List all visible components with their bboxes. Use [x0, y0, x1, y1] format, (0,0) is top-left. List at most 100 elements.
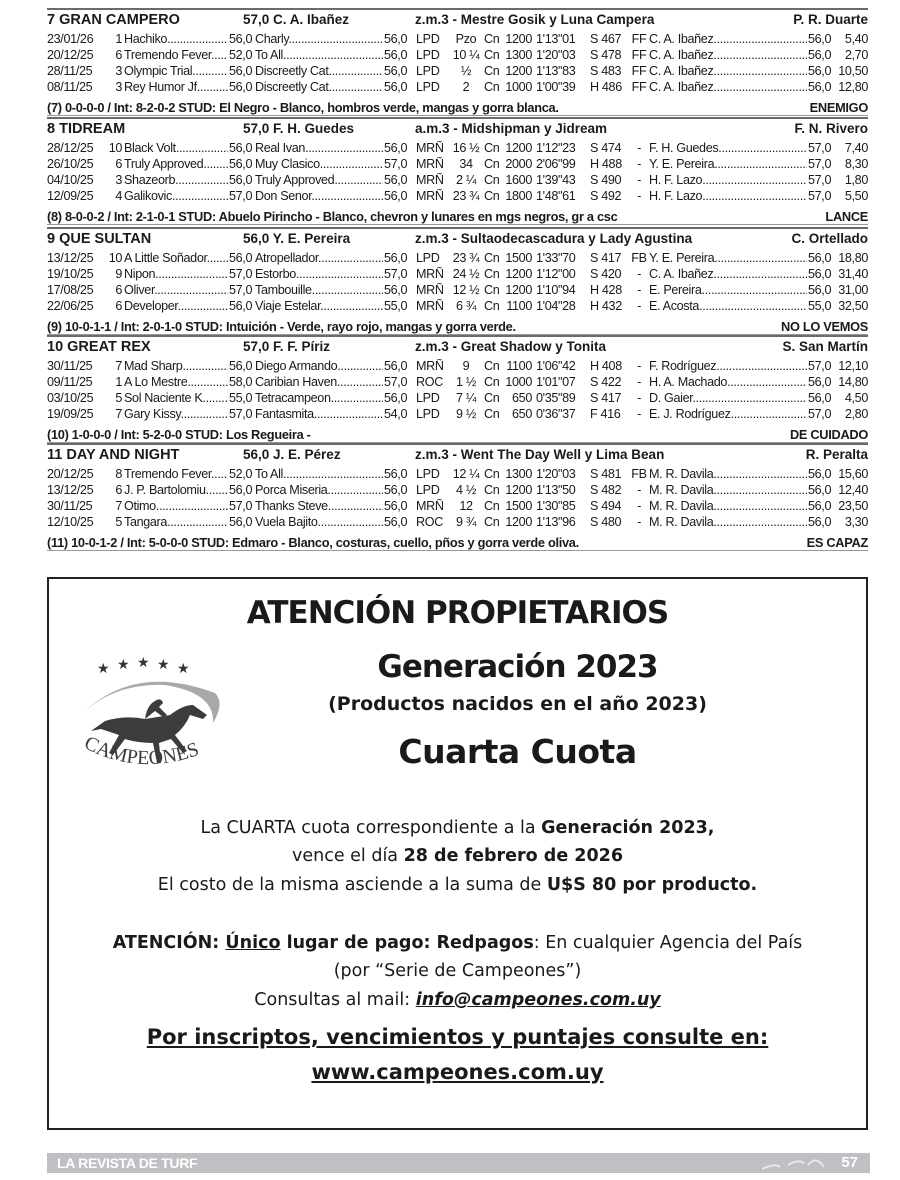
cell-go: S 494 — [590, 499, 622, 513]
cell-mg: 2 ¼ — [456, 173, 476, 187]
horse-entry: 8 TIDREAM 57,0 F. H. Guedes a.m.3 - Mids… — [47, 117, 868, 225]
cell-mg: 16 ½ — [452, 141, 480, 155]
cell-tm: 1'06"42 — [536, 359, 576, 373]
cell-n2: Estorbo — [255, 267, 383, 281]
cell-mg: 24 ½ — [452, 267, 480, 281]
cell-n2: To All — [255, 48, 383, 62]
email-link[interactable]: info@campeones.com.uy — [415, 990, 661, 1010]
cell-n1: A Lo Mestre — [124, 375, 228, 389]
verdict: ENEMIGO — [809, 100, 869, 115]
cell-mg: 9 ½ — [456, 407, 476, 421]
cell-pos: 3 — [115, 80, 122, 94]
cell-eq: FF — [631, 80, 647, 94]
cell-go: S 482 — [590, 483, 622, 497]
cell-w1: 52,0 — [229, 48, 253, 62]
verdict: NO LO VEMOS — [781, 319, 868, 334]
cell-eq: - — [637, 391, 641, 405]
cell-tr: MRÑ — [416, 499, 444, 513]
cell-jk: E. J. Rodríguez — [649, 407, 807, 421]
cell-eq: FF — [631, 32, 647, 46]
entry-header: 11 DAY AND NIGHT 56,0 J. E. Pérez z.m.3 … — [47, 447, 868, 463]
divider — [47, 550, 868, 551]
cell-w2: 56,0 — [384, 32, 408, 46]
entry-header: 9 QUE SULTAN 56,0 Y. E. Pereira z.m.3 - … — [47, 231, 868, 247]
cell-w3: 56,0 — [808, 251, 832, 265]
cell-jk: C. A. Ibañez — [649, 48, 807, 62]
trainer: P. R. Duarte — [793, 12, 868, 27]
cell-w2: 55,0 — [384, 299, 408, 313]
divider — [47, 224, 868, 225]
cell-pos: 6 — [115, 283, 122, 297]
cell-n1: Shazeorb — [124, 173, 228, 187]
cell-tr: LPD — [416, 467, 440, 481]
breeding: z.m.3 - Mestre Gosik y Luna Campera — [415, 12, 655, 27]
cell-go: S 417 — [590, 391, 622, 405]
cell-n2: Muy Clasico — [255, 157, 383, 171]
cell-go: S 422 — [590, 375, 622, 389]
divider — [47, 117, 868, 119]
cell-tr: MRÑ — [416, 359, 444, 373]
cell-tr: LPD — [416, 407, 440, 421]
cell-cn: Cn — [484, 407, 500, 421]
cell-mg: 1 ½ — [456, 375, 476, 389]
cell-eq: - — [637, 267, 641, 281]
cell-tm: 1'10"94 — [536, 283, 576, 297]
cell-w1: 57,0 — [229, 189, 253, 203]
notice-line: Consultas al mail: info@campeones.com.uy — [254, 990, 661, 1010]
cell-w3: 56,0 — [808, 48, 832, 62]
cell-cn: Cn — [484, 375, 500, 389]
cell-ds: 650 — [512, 407, 532, 421]
website-link[interactable]: www.campeones.com.uy — [311, 1060, 604, 1084]
cell-n1: Rey Humor Jf — [124, 80, 228, 94]
cell-pos: 6 — [115, 48, 122, 62]
cell-ds: 1300 — [505, 48, 532, 62]
cell-pos: 1 — [115, 32, 122, 46]
horse-swoosh-icon — [761, 1159, 825, 1170]
cell-w1: 58,0 — [229, 375, 253, 389]
cell-jk: E. Acosta — [649, 299, 807, 313]
cell-ds: 2000 — [505, 157, 532, 171]
cell-w2: 56,0 — [384, 467, 408, 481]
cell-tr: LPD — [416, 483, 440, 497]
cell-cn: Cn — [484, 157, 500, 171]
cell-cn: Cn — [484, 141, 500, 155]
cell-n2: Caribian Haven.. — [255, 375, 383, 389]
cell-w1: 56,0 — [229, 299, 253, 313]
svg-text:★: ★ — [137, 655, 150, 671]
cell-w3: 56,0 — [808, 32, 832, 46]
cell-n2: Atropellador — [255, 251, 383, 265]
cell-w3: 57,0 — [808, 189, 832, 203]
cell-ds: 1600 — [505, 173, 532, 187]
cell-date: 09/11/25 — [47, 375, 93, 389]
cell-go: H 428 — [590, 283, 622, 297]
cell-ds: 1200 — [505, 515, 532, 529]
cell-jk: Y. E. Pereira — [649, 157, 807, 171]
cell-od: 32,50 — [838, 299, 868, 313]
cell-date: 08/11/25 — [47, 80, 93, 94]
cell-pos: 3 — [115, 173, 122, 187]
svg-text:★: ★ — [157, 657, 170, 673]
cell-date: 28/12/25 — [47, 141, 94, 155]
horse-name: 9 QUE SULTAN — [47, 231, 152, 247]
cell-cn: Cn — [484, 515, 500, 529]
cell-w1: 56,0 — [229, 359, 253, 373]
cell-cn: Cn — [484, 499, 500, 513]
cell-od: 2,70 — [844, 48, 868, 62]
cell-w3: 56,0 — [808, 483, 832, 497]
cell-n2: Vuela Bajito — [255, 515, 383, 529]
cell-ds: 1200 — [505, 32, 532, 46]
cell-w3: 56,0 — [808, 267, 832, 281]
cell-w2: 56,0 — [384, 391, 408, 405]
cell-w1: 56,0 — [229, 141, 253, 155]
cell-w1: 57,0 — [229, 267, 253, 281]
cell-w3: 56,0 — [808, 283, 832, 297]
cell-od: 12,10 — [838, 359, 868, 373]
cell-date: 17/08/25 — [47, 283, 94, 297]
entry-summary: (11) 10-0-1-2 / Int: 5-0-0-0 STUD: Edmar… — [47, 535, 868, 551]
cell-eq: - — [637, 359, 641, 373]
cell-mg: 6 ¾ — [456, 299, 476, 313]
divider — [47, 334, 868, 335]
cell-cn: Cn — [484, 267, 500, 281]
